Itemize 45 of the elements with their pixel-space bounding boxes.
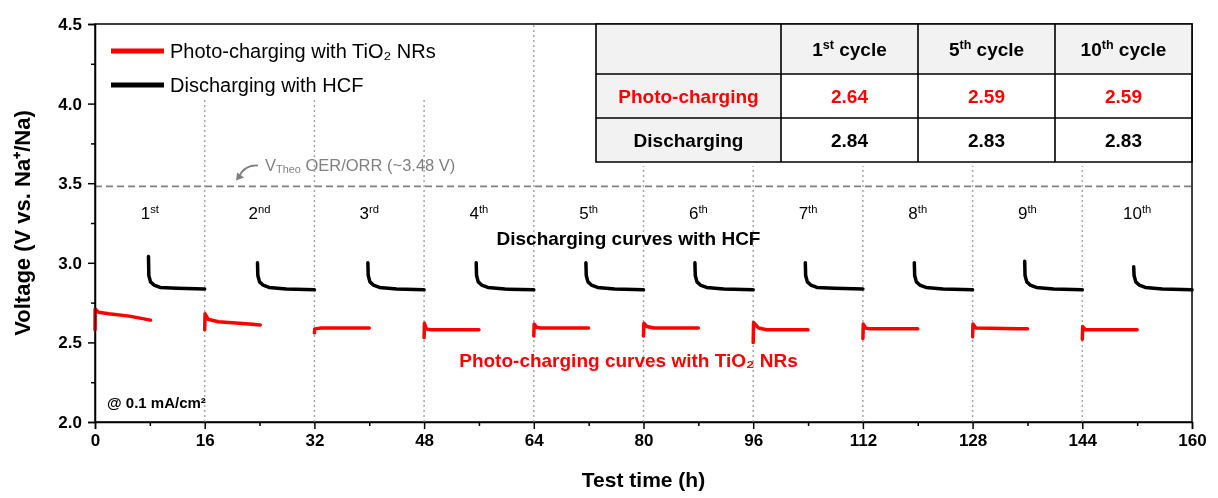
annotation: 4$^{th}$ xyxy=(469,203,489,224)
annotation: @ 0.1 mA/cm² xyxy=(107,394,206,411)
annotation: 3$^{rd}$ xyxy=(359,203,379,224)
annotation: 2$^{nd}$ xyxy=(248,203,271,224)
legend-label: Photo-charging xyxy=(618,86,759,107)
data-label: 2.84 xyxy=(831,130,869,151)
y-tick-label: 4.5 xyxy=(58,14,82,34)
y-axis-title: Voltage (V vs. Na⁺/Na) xyxy=(10,110,35,336)
x-tick-label: 80 xyxy=(634,431,654,451)
annotation: 1$^{st}$ xyxy=(140,203,160,224)
legend-label: Photo-charging with TiO₂ NRs xyxy=(170,40,436,62)
annotation: 6$^{th}$ xyxy=(688,203,708,224)
x-axis-title: Test time (h) xyxy=(581,468,706,491)
annotation: 8$^{th}$ xyxy=(908,203,928,224)
x-tick-label: 160 xyxy=(1178,431,1207,451)
data-label: 2.83 xyxy=(968,130,1005,151)
y-tick-label: 4.0 xyxy=(58,94,82,114)
y-tick-label: 2.0 xyxy=(58,412,82,432)
x-tick-label: 112 xyxy=(849,431,878,451)
category-label: 10$^{th}$ cycle xyxy=(1080,38,1167,60)
legend-label: Discharging xyxy=(633,130,744,151)
y-tick-label: 3.0 xyxy=(58,253,82,273)
annotation: 10$^{th}$ xyxy=(1123,203,1152,224)
y-tick-label: 3.5 xyxy=(58,174,82,194)
x-tick-label: 144 xyxy=(1068,431,1098,451)
annotation: Photo-charging curves with TiO₂ NRs xyxy=(459,350,798,372)
x-tick-label: 64 xyxy=(524,431,545,451)
legend-label: Discharging with HCF xyxy=(170,74,364,96)
annotation: 9$^{th}$ xyxy=(1018,203,1037,224)
data-label: 2.59 xyxy=(968,86,1005,107)
x-tick-label: 48 xyxy=(415,431,435,451)
x-tick-label: 96 xyxy=(744,431,764,451)
data-label: 2.59 xyxy=(1105,86,1142,107)
x-tick-label: 128 xyxy=(958,431,988,451)
data-label: 2.64 xyxy=(831,86,869,107)
x-tick-label: 32 xyxy=(305,431,325,451)
category-label: 1$^{st}$ cycle xyxy=(812,38,887,60)
y-tick-label: 2.5 xyxy=(58,333,82,353)
x-tick-label: 0 xyxy=(90,431,101,451)
annotation: 5$^{th}$ xyxy=(579,203,599,224)
annotation: Discharging curves with HCF xyxy=(496,228,761,250)
data-label: 2.83 xyxy=(1105,130,1142,151)
annotation: 7$^{th}$ xyxy=(798,203,818,224)
x-tick-label: 16 xyxy=(195,431,215,451)
category-label: 5$^{th}$ cycle xyxy=(948,38,1025,60)
